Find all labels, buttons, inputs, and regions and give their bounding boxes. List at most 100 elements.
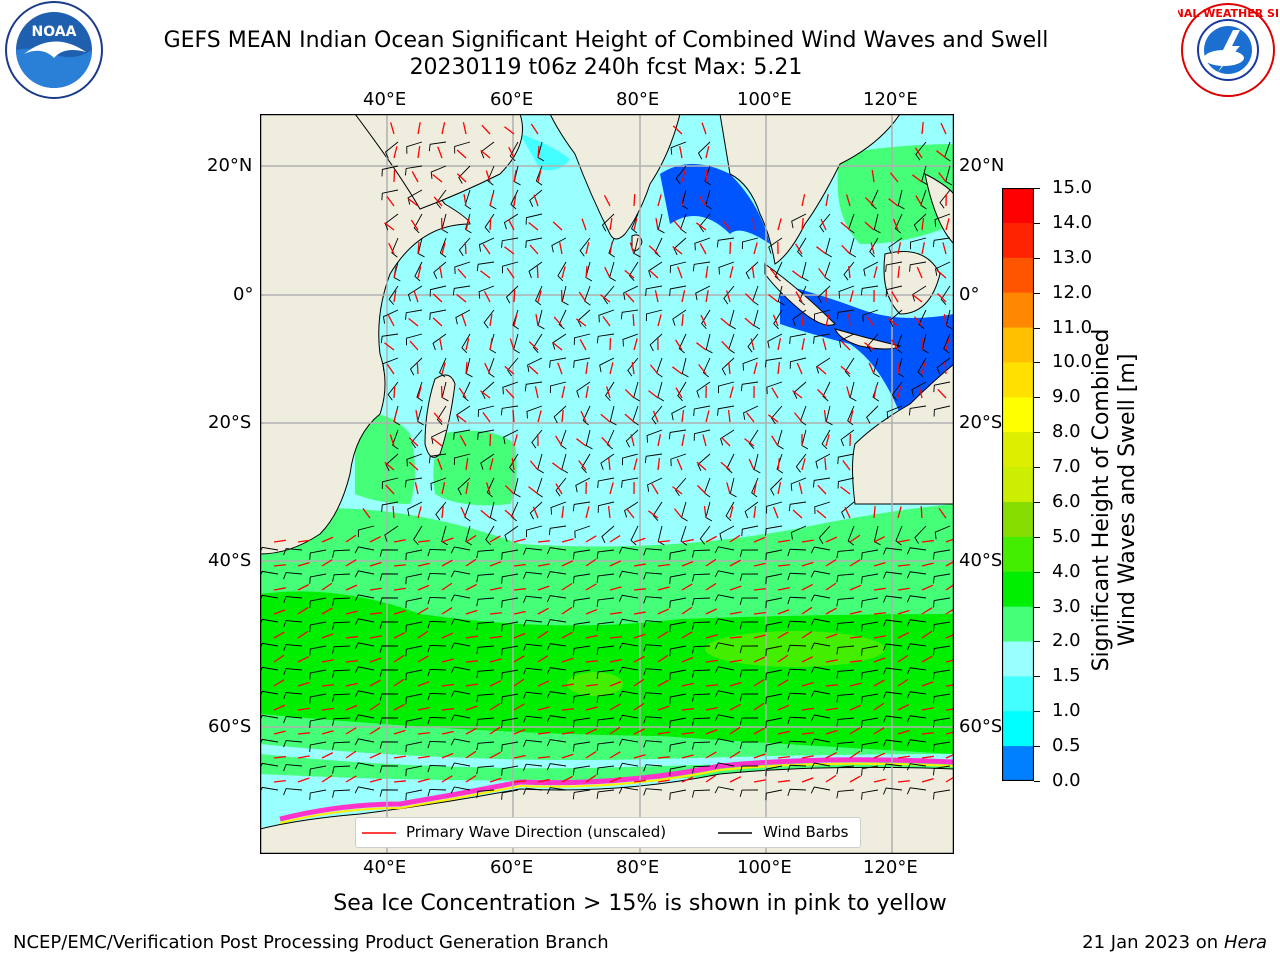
wave-direction-arrow <box>753 242 758 255</box>
wave-direction-arrow <box>465 750 477 759</box>
wave-direction-arrow <box>585 706 598 711</box>
wind-barb <box>523 691 543 699</box>
wind-barb <box>549 357 567 368</box>
colorbar-label: Significant Height of Combined Wind Wave… <box>1089 315 1141 685</box>
wind-barb <box>379 573 399 581</box>
wind-barb <box>450 642 471 650</box>
wave-direction-arrow <box>816 509 827 519</box>
wave-direction-arrow <box>629 242 635 255</box>
wind-barb <box>810 594 831 602</box>
wind-barb <box>691 549 711 558</box>
wave-direction-arrow <box>729 266 734 279</box>
wind-barb <box>461 333 471 354</box>
wind-barb <box>669 573 687 585</box>
wind-barb <box>932 549 951 560</box>
wind-barb <box>480 141 495 159</box>
wave-direction-arrow <box>585 634 598 639</box>
wave-direction-arrow <box>609 776 622 783</box>
wave-direction-arrow <box>321 633 334 639</box>
wave-direction-arrow <box>728 361 731 375</box>
wind-barb <box>283 644 303 652</box>
wind-barb <box>787 596 807 605</box>
wave-direction-arrow <box>369 752 382 759</box>
wind-barb <box>382 357 399 371</box>
wave-direction-arrow <box>459 435 467 447</box>
wind-barb <box>405 765 423 777</box>
wind-barb <box>406 453 423 467</box>
wind-barb <box>861 741 879 752</box>
wind-barb <box>790 477 807 491</box>
wave-direction-arrow <box>417 732 431 735</box>
wave-direction-arrow <box>386 363 395 375</box>
wind-barb <box>413 213 423 234</box>
wave-direction-arrow <box>393 564 407 567</box>
wind-barb <box>332 597 351 606</box>
wave-direction-arrow <box>537 410 542 423</box>
wave-direction-arrow <box>513 678 525 687</box>
wave-direction-arrow <box>801 707 814 711</box>
wind-barb <box>787 788 807 797</box>
wave-direction-arrow <box>654 290 659 303</box>
wave-direction-arrow <box>417 122 421 135</box>
wind-barb <box>476 645 495 655</box>
wave-direction-arrow <box>920 505 923 519</box>
wave-direction-arrow <box>437 146 443 159</box>
wave-direction-arrow <box>513 538 526 543</box>
wave-direction-arrow <box>601 436 611 447</box>
wind-barb <box>309 645 327 657</box>
wind-barb <box>836 549 855 559</box>
wind-barb <box>693 429 711 441</box>
wave-direction-arrow <box>633 563 646 567</box>
wave-direction-arrow <box>576 318 587 327</box>
wind-barb <box>765 597 783 609</box>
wave-direction-arrow <box>552 221 563 231</box>
wave-direction-arrow <box>489 314 493 327</box>
wind-barb <box>906 619 927 627</box>
wave-direction-arrow <box>537 585 550 591</box>
wave-direction-arrow <box>432 438 443 447</box>
wind-barb <box>788 501 807 512</box>
wind-barb <box>908 405 927 416</box>
wind-barb <box>501 693 519 704</box>
wave-direction-arrow <box>585 728 598 735</box>
colorbar-tick-mark <box>1034 362 1040 364</box>
wind-barb <box>691 765 711 774</box>
wave-direction-arrow <box>417 562 430 567</box>
wind-barb <box>557 261 567 282</box>
colorbar-segment <box>1002 501 1034 538</box>
wind-barb <box>895 525 903 546</box>
wave-direction-arrow <box>801 755 814 759</box>
wind-barb <box>605 381 615 402</box>
wind-barb <box>478 237 495 252</box>
wave-direction-arrow <box>489 751 501 759</box>
wind-barb <box>810 738 831 746</box>
colorbar-segment <box>1002 711 1034 747</box>
wave-direction-arrow <box>465 727 477 735</box>
wind-barb <box>501 669 519 680</box>
wave-direction-arrow <box>537 680 550 687</box>
wind-barb <box>883 667 903 675</box>
wind-barb <box>883 571 903 579</box>
wave-direction-arrow <box>409 340 419 351</box>
wind-barb <box>717 405 735 416</box>
wave-direction-arrow <box>681 682 694 687</box>
wave-direction-arrow <box>753 506 757 519</box>
colorbar-tick-mark <box>1034 711 1040 713</box>
wind-barb <box>405 621 423 633</box>
wind-barb <box>765 717 783 729</box>
wave-direction-arrow <box>777 564 791 567</box>
wave-direction-arrow <box>441 607 453 615</box>
wave-direction-arrow <box>465 558 477 567</box>
wave-direction-arrow <box>609 658 622 663</box>
wave-direction-arrow <box>705 266 709 279</box>
wave-direction-arrow <box>513 728 526 735</box>
wave-direction-arrow <box>897 564 911 567</box>
wave-direction-arrow <box>414 482 419 495</box>
wave-direction-arrow <box>801 217 804 231</box>
wind-barb <box>861 573 879 584</box>
wind-barb <box>765 645 783 657</box>
australia <box>852 363 954 505</box>
wind-barb <box>643 764 663 772</box>
wind-barb <box>669 261 687 273</box>
wind-barb <box>888 237 903 254</box>
